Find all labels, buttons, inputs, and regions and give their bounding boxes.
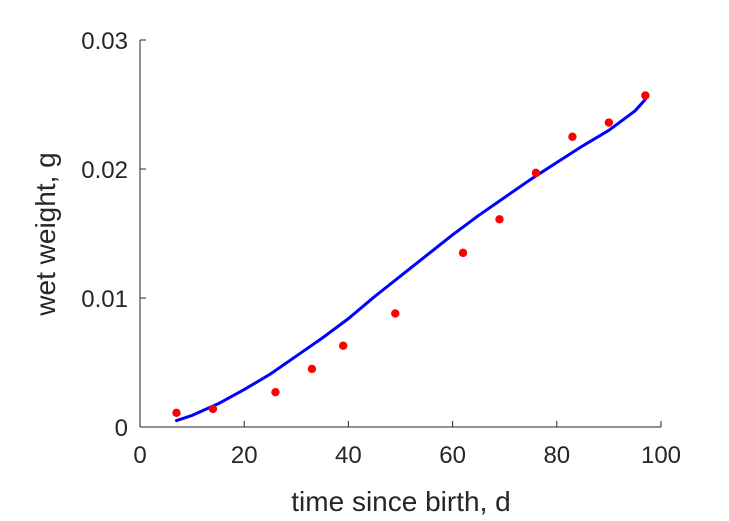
x-tick-label: 40 — [335, 442, 362, 469]
data-point — [307, 364, 317, 374]
data-point — [531, 168, 541, 178]
x-tick-label: 0 — [133, 442, 146, 469]
y-tick-label: 0.02 — [81, 157, 128, 184]
x-axis-ticks: 0 20 40 60 80 100 — [133, 421, 681, 469]
data-point — [391, 309, 400, 318]
y-axis-ticks: 0 0.01 0.02 0.03 — [81, 28, 146, 442]
data-point — [271, 387, 280, 397]
fit-curve-line — [174, 97, 647, 423]
x-tick-label: 80 — [543, 442, 570, 469]
data-point — [172, 408, 181, 418]
y-tick-label: 0.01 — [81, 286, 128, 313]
y-tick-label: 0 — [115, 415, 128, 442]
plot-area — [172, 91, 650, 423]
x-tick-label: 60 — [439, 442, 466, 469]
data-point — [208, 404, 218, 414]
y-tick-label: 0.03 — [81, 28, 128, 55]
data-point — [641, 91, 650, 100]
x-tick-label: 100 — [641, 442, 681, 469]
x-tick-label: 20 — [231, 442, 258, 469]
data-point — [604, 118, 614, 127]
data-point — [458, 248, 468, 258]
data-point — [338, 341, 348, 350]
y-axis-label: wet weight, g — [30, 152, 61, 316]
x-axis-label: time since birth, d — [291, 486, 510, 517]
data-point — [495, 215, 504, 224]
axes — [139, 40, 661, 428]
data-point — [568, 132, 577, 141]
